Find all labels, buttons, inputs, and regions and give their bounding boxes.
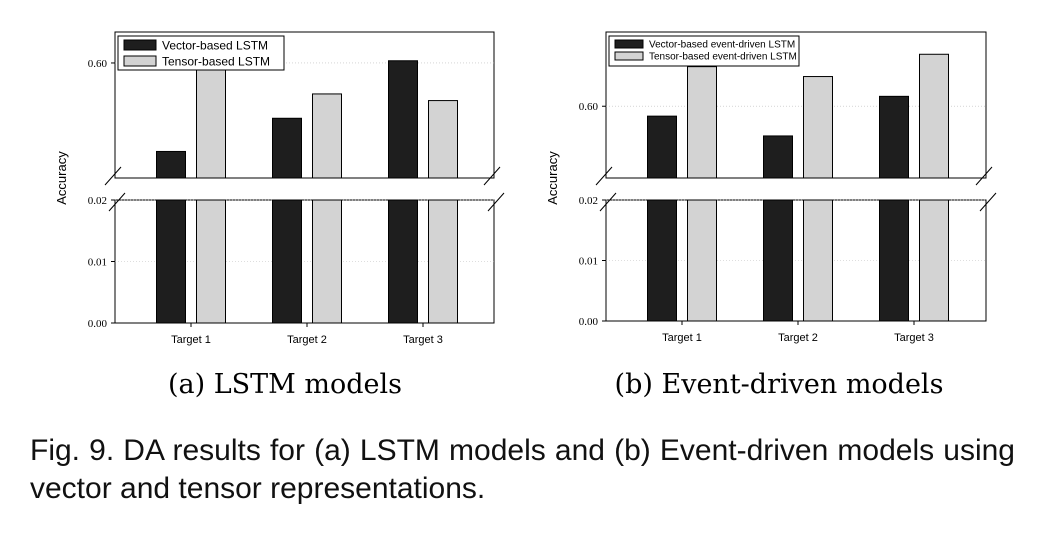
legend-label: Tensor-based LSTM — [162, 55, 270, 69]
legend-box — [608, 35, 800, 67]
x-tick-label: Target 1 — [171, 334, 211, 346]
y-tick-label: 0.00 — [579, 316, 599, 328]
x-tick-label: Target 3 — [894, 332, 934, 344]
axis-break-mark — [979, 192, 997, 212]
bar-lower-tensor-2 — [803, 199, 833, 322]
bar-upper-vector-3 — [388, 60, 418, 179]
bar-upper-tensor-1 — [687, 66, 717, 179]
x-tick-label: Target 3 — [403, 334, 443, 346]
subfigure-caption: (a) LSTM models — [168, 369, 402, 400]
legend-label: Vector-based event-driven LSTM — [649, 40, 795, 51]
bar-lower-vector-1 — [647, 199, 677, 322]
bar-lower-tensor-3 — [919, 199, 949, 322]
bar-upper-tensor-2 — [803, 76, 833, 179]
bar-upper-vector-2 — [763, 135, 793, 179]
y-tick-label: 0.02 — [579, 195, 598, 207]
axis-break-mark — [108, 192, 126, 212]
x-tick-label: Target 2 — [287, 334, 327, 346]
bar-upper-tensor-3 — [428, 100, 458, 179]
y-tick-label: 0.00 — [88, 318, 108, 330]
bar-upper-vector-1 — [156, 150, 186, 179]
bar-upper-tensor-2 — [312, 93, 342, 179]
bar-lower-tensor-3 — [428, 199, 458, 324]
bar-lower-vector-3 — [388, 199, 418, 324]
axis-break-mark — [975, 166, 993, 186]
y-tick-label: 0.01 — [88, 257, 107, 269]
legend-label: Vector-based LSTM — [162, 39, 268, 53]
panel-event-driven-models: 0.00 0.01 0.02 0.60 Target 1 Target 2 Target 3… — [545, 31, 997, 400]
bar-upper-vector-1 — [647, 115, 677, 179]
legend: Vector-based LSTM Tensor-based LSTM — [117, 35, 285, 71]
bar-upper-vector-3 — [879, 95, 909, 179]
axis-break-mark — [487, 192, 505, 212]
axis-break-mark — [595, 166, 613, 186]
legend-label: Tensor-based event-driven LSTM — [649, 52, 797, 63]
bar-upper-tensor-1 — [196, 53, 226, 179]
y-axis-label: Accuracy — [545, 151, 560, 205]
axis-break-mark — [483, 166, 501, 186]
subfigure-caption: (b) Event-driven models — [615, 369, 944, 400]
bar-lower-vector-2 — [763, 199, 793, 322]
legend-swatch — [614, 51, 644, 61]
bar-lower-tensor-1 — [687, 199, 717, 322]
bar-lower-vector-2 — [272, 199, 302, 324]
legend: Vector-based event-driven LSTMTensor-bas… — [608, 35, 800, 67]
x-tick-label: Target 2 — [778, 332, 818, 344]
bar-lower-vector-1 — [156, 199, 186, 324]
axis-break-mark — [104, 166, 122, 186]
y-tick-label: 0.60 — [579, 101, 599, 113]
legend-swatch — [123, 55, 157, 67]
bar-upper-vector-2 — [272, 117, 302, 179]
axis-break-mark — [599, 192, 617, 212]
legend-swatch — [123, 39, 157, 51]
y-tick-label: 0.60 — [88, 58, 108, 70]
legend-swatch — [614, 39, 644, 49]
x-tick-label: Target 1 — [662, 332, 702, 344]
bar-lower-tensor-1 — [196, 199, 226, 324]
y-axis-label: Accuracy — [54, 151, 69, 205]
figure-caption: Fig. 9. DA results for (a) LSTM models a… — [30, 434, 1015, 505]
bar-lower-tensor-2 — [312, 199, 342, 324]
bar-upper-tensor-3 — [919, 53, 949, 179]
bar-lower-vector-3 — [879, 199, 909, 322]
panel-lstm-models: 0.00 0.01 0.02 0.60 Target 1 Target 2 Target 3… — [54, 31, 505, 400]
figure-canvas: 0.00 0.01 0.02 0.60 Target 1 Target 2 Target 3… — [54, 31, 997, 400]
y-tick-label: 0.01 — [579, 256, 598, 268]
y-tick-label: 0.02 — [88, 195, 107, 207]
